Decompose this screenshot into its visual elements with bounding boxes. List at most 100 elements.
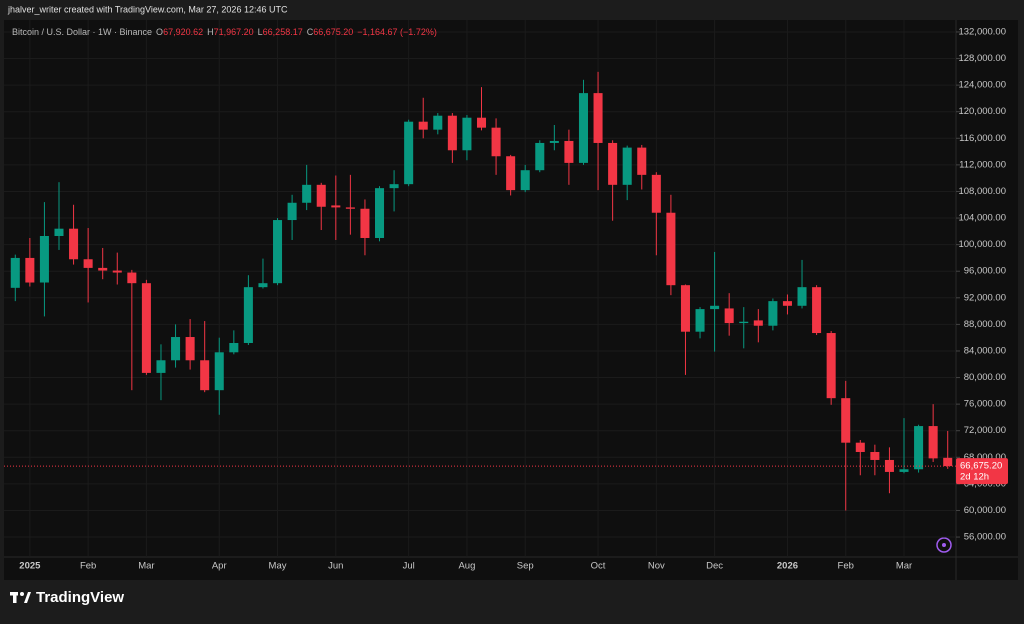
y-tick-label: 88,000.00 [964, 319, 1006, 330]
y-tick-label: 128,000.00 [958, 53, 1006, 64]
candle-body [39, 235, 49, 283]
ohlc-item: C66,675.20 [307, 27, 354, 37]
candle-body [710, 305, 720, 310]
ohlc-value: 67,920.62 [163, 27, 204, 37]
candle-body [418, 121, 428, 130]
candle-body [637, 147, 647, 175]
x-tick-label: Jul [403, 561, 415, 572]
change: −1,164.67 (−1.72%) [357, 27, 437, 37]
ohlc-key: L [257, 27, 263, 37]
candle-body [768, 301, 778, 326]
candle-body [200, 360, 210, 391]
candle-body [389, 184, 399, 189]
y-tick-label: 116,000.00 [959, 133, 1006, 144]
x-tick-label: May [269, 561, 287, 572]
x-tick-label: Aug [458, 561, 475, 572]
ohlc-value: 66,258.17 [262, 27, 303, 37]
candle-body [476, 117, 487, 128]
candle-body [564, 140, 574, 163]
candle-body [608, 142, 618, 185]
x-tick-label: Mar [896, 561, 912, 572]
candle-body [243, 287, 253, 343]
x-tick-label: 2026 [777, 561, 798, 572]
grid [4, 20, 956, 557]
x-tick-label: Apr [212, 561, 227, 572]
candle-body [914, 426, 924, 470]
y-tick-label: 56,000.00 [964, 532, 1006, 543]
ohlc-key: H [207, 27, 214, 37]
ohlc-item: H71,967.20 [207, 27, 254, 37]
countdown: 2d 12h [960, 472, 989, 483]
candle-body [899, 469, 909, 472]
candle-body [98, 267, 108, 271]
x-tick-label: Feb [838, 561, 854, 572]
candle-body [841, 398, 851, 443]
brand: TradingView [36, 589, 124, 606]
x-tick-label: Dec [706, 561, 723, 572]
attribution: jhalver_writer created with TradingView.… [7, 4, 288, 14]
candle-body [724, 308, 734, 324]
ohlc-item: O67,920.62 [156, 27, 203, 37]
legend: Bitcoin / U.S. Dollar · 1W · Binance O67… [12, 27, 437, 37]
last-price-label: 66,675.20 [960, 461, 1002, 472]
candle-body [331, 205, 341, 208]
candle-body [797, 287, 807, 306]
candle-body [360, 208, 370, 238]
x-tick-label: Oct [591, 561, 606, 572]
candle-body [943, 457, 953, 467]
candle-body [680, 285, 690, 332]
candle-body [127, 272, 137, 284]
candle-body [214, 352, 224, 391]
candle-body [666, 212, 676, 286]
x-tick-label: 2025 [19, 561, 41, 572]
candle-body [171, 337, 181, 361]
candle-body [273, 220, 283, 284]
candle-body [54, 228, 64, 236]
candle-body [229, 342, 239, 353]
candle-body [549, 140, 559, 143]
candle-body [593, 93, 603, 143]
ohlc-key: C [306, 27, 314, 37]
chart-panel [4, 20, 1018, 580]
y-tick-label: 68,000.00 [964, 452, 1006, 463]
candle-body [302, 184, 312, 203]
candle-body [10, 257, 20, 288]
candle-body [928, 426, 938, 459]
y-tick-label: 120,000.00 [958, 106, 1006, 117]
x-tick-label: Jun [328, 561, 343, 572]
candle-body [520, 170, 530, 191]
y-tick-label: 72,000.00 [964, 425, 1006, 436]
x-tick-label: Mar [138, 561, 154, 572]
candle-body [141, 283, 151, 373]
candle-body [855, 442, 865, 452]
candle-body [404, 121, 414, 185]
y-tick-label: 100,000.00 [958, 239, 1006, 250]
ohlc-key: O [156, 27, 164, 37]
candle-body [69, 228, 79, 260]
x-tick-label: Nov [648, 561, 665, 572]
candle-body [258, 283, 268, 288]
x-tick-label: Feb [80, 561, 96, 572]
y-tick-label: 60,000.00 [964, 505, 1006, 516]
candle-body [651, 174, 661, 213]
last-price-tag [956, 458, 1008, 485]
candle-body [622, 147, 632, 185]
y-tick-label: 84,000.00 [964, 345, 1006, 356]
y-tick-label: 96,000.00 [964, 266, 1006, 277]
candle-body [695, 309, 705, 332]
assistant-icon[interactable] [936, 537, 952, 553]
candle-body [506, 156, 516, 191]
candle-body [462, 117, 472, 151]
candle-body [156, 360, 166, 373]
y-tick-label: 104,000.00 [958, 213, 1006, 224]
y-tick-label: 92,000.00 [964, 292, 1006, 303]
candle-body [374, 188, 385, 238]
candle-body [433, 115, 443, 130]
candle-body [316, 184, 326, 207]
candle-body [447, 115, 457, 151]
y-tick-label: 80,000.00 [964, 372, 1006, 383]
candle-body [185, 337, 195, 361]
ohlc-value: 71,967.20 [213, 27, 254, 37]
